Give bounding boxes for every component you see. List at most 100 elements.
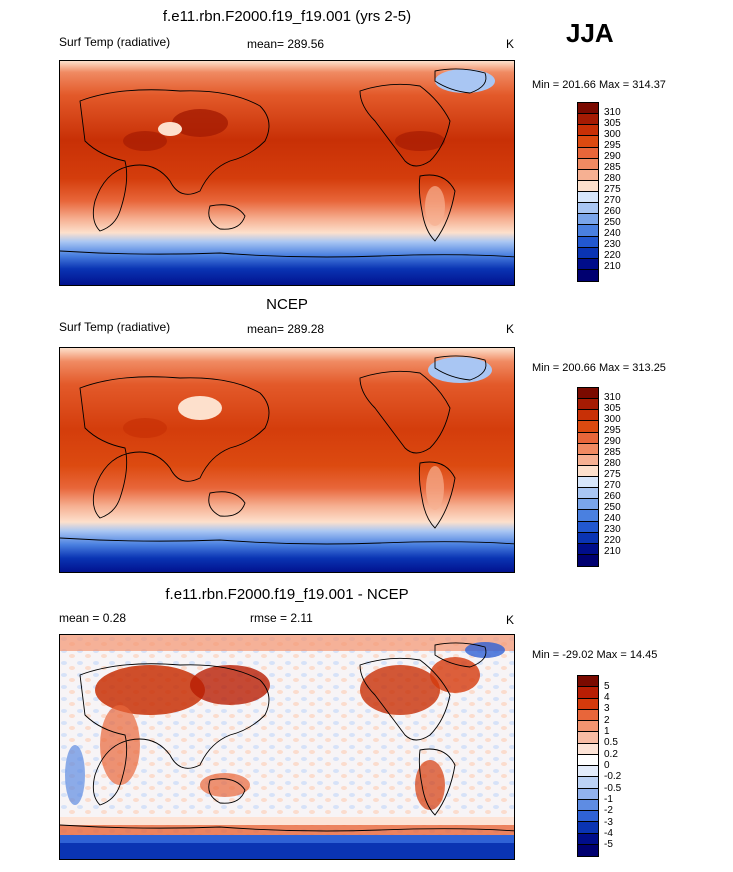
colorbar-swatch (578, 844, 598, 856)
p2-level-2: 300 (604, 414, 621, 425)
colorbar-swatch (578, 169, 598, 181)
colorbar-swatch (578, 432, 598, 444)
p1-level-2: 300 (604, 129, 621, 140)
colorbar-swatch (578, 477, 598, 489)
colorbar-swatch (578, 788, 598, 800)
p3-level-4: 1 (604, 726, 610, 737)
colorbar-swatch (578, 103, 598, 115)
p2-level-5: 285 (604, 447, 621, 458)
colorbar-swatch (578, 543, 598, 555)
p1-level-1: 305 (604, 118, 621, 129)
p1-level-3: 295 (604, 140, 621, 151)
p2-level-4: 290 (604, 436, 621, 447)
p3-level-13: -4 (604, 828, 613, 839)
panel1-units: K (506, 37, 515, 51)
colorbar-swatch (578, 269, 598, 281)
colorbar-swatch (578, 147, 598, 159)
p2-level-13: 220 (604, 535, 621, 546)
colorbar-swatch (578, 777, 598, 789)
colorbar-swatch (578, 236, 598, 248)
colorbar-swatch (578, 799, 598, 811)
colorbar-swatch (578, 410, 598, 422)
colorbar-swatch (578, 114, 598, 126)
p3-level-6: 0.2 (604, 749, 618, 760)
colorbar-swatch (578, 388, 598, 400)
p1-level-13: 220 (604, 250, 621, 261)
p3-level-12: -3 (604, 817, 613, 828)
colorbar-swatch (578, 554, 598, 566)
panel1-title: f.e11.rbn.F2000.f19_f19.001 (yrs 2-5) (162, 8, 412, 25)
panel2-mean-label: mean= 289.28 (247, 322, 325, 336)
p3-level-1: 4 (604, 692, 610, 703)
p1-level-14: 210 (604, 261, 621, 272)
p1-level-8: 270 (604, 195, 621, 206)
p2-level-1: 305 (604, 403, 621, 414)
p1-level-12: 230 (604, 239, 621, 250)
panel2-map-graphic (60, 348, 514, 572)
colorbar-swatch (578, 443, 598, 455)
panel3-units: K (506, 613, 515, 627)
colorbar-swatch (578, 192, 598, 204)
p3-level-8: -0.2 (604, 771, 622, 782)
panel1-variable-label: Surf Temp (radiative) (59, 35, 171, 49)
colorbar-swatch (578, 698, 598, 710)
p1-level-4: 290 (604, 151, 621, 162)
colorbar-swatch (578, 488, 598, 500)
p1-level-5: 285 (604, 162, 621, 173)
colorbar-swatch (578, 510, 598, 522)
p1-level-9: 260 (604, 206, 621, 217)
colorbar-swatch (578, 499, 598, 511)
p3-level-5: 0.5 (604, 737, 618, 748)
panel3-map-graphic (60, 635, 514, 859)
panel1-minmax: Min = 201.66 Max = 314.37 (532, 79, 666, 91)
colorbar-swatch (578, 721, 598, 733)
colorbar-swatch (578, 203, 598, 215)
colorbar-swatch (578, 766, 598, 778)
colorbar-swatch (578, 709, 598, 721)
colorbar-swatch (578, 214, 598, 226)
panel2-minmax: Min = 200.66 Max = 313.25 (532, 362, 666, 374)
panel1-map-graphic (60, 61, 514, 285)
panel3-map (59, 634, 515, 860)
panel3-mean-label: mean = 0.28 (59, 611, 127, 625)
colorbar-swatch (578, 521, 598, 533)
p3-level-14: -5 (604, 839, 613, 850)
colorbar-swatch (578, 258, 598, 270)
colorbar-swatch (578, 687, 598, 699)
p3-level-0: 5 (604, 681, 610, 692)
colorbar-swatch (578, 136, 598, 148)
p2-level-8: 270 (604, 480, 621, 491)
colorbar-swatch (578, 158, 598, 170)
colorbar-swatch (578, 125, 598, 137)
panel3-rmse-label: rmse = 2.11 (250, 611, 313, 625)
colorbar-swatch (578, 225, 598, 237)
p1-level-10: 250 (604, 217, 621, 228)
colorbar-swatch (578, 180, 598, 192)
p1-level-11: 240 (604, 228, 621, 239)
panel1-mean-label: mean= 289.56 (247, 37, 325, 51)
p1-level-7: 275 (604, 184, 621, 195)
colorbar-swatch (578, 833, 598, 845)
colorbar-swatch (578, 421, 598, 433)
season-label: JJA (566, 18, 614, 48)
colorbar-swatch (578, 811, 598, 823)
panel3-colorbar (577, 675, 599, 857)
p1-level-6: 280 (604, 173, 621, 184)
p2-level-3: 295 (604, 425, 621, 436)
colorbar-swatch (578, 754, 598, 766)
colorbar-swatch (578, 465, 598, 477)
colorbar-swatch (578, 399, 598, 411)
panel2-title: NCEP (266, 296, 308, 313)
panel2-colorbar (577, 387, 599, 567)
p3-level-10: -1 (604, 794, 613, 805)
p2-level-6: 280 (604, 458, 621, 469)
p2-level-9: 260 (604, 491, 621, 502)
panel1-colorbar (577, 102, 599, 282)
p3-level-2: 3 (604, 703, 610, 714)
colorbar-swatch (578, 247, 598, 259)
panel2-variable-label: Surf Temp (radiative) (59, 320, 171, 334)
panel3-title: f.e11.rbn.F2000.f19_f19.001 - NCEP (165, 586, 409, 603)
panel2-map (59, 347, 515, 573)
p2-level-12: 230 (604, 524, 621, 535)
p2-level-11: 240 (604, 513, 621, 524)
